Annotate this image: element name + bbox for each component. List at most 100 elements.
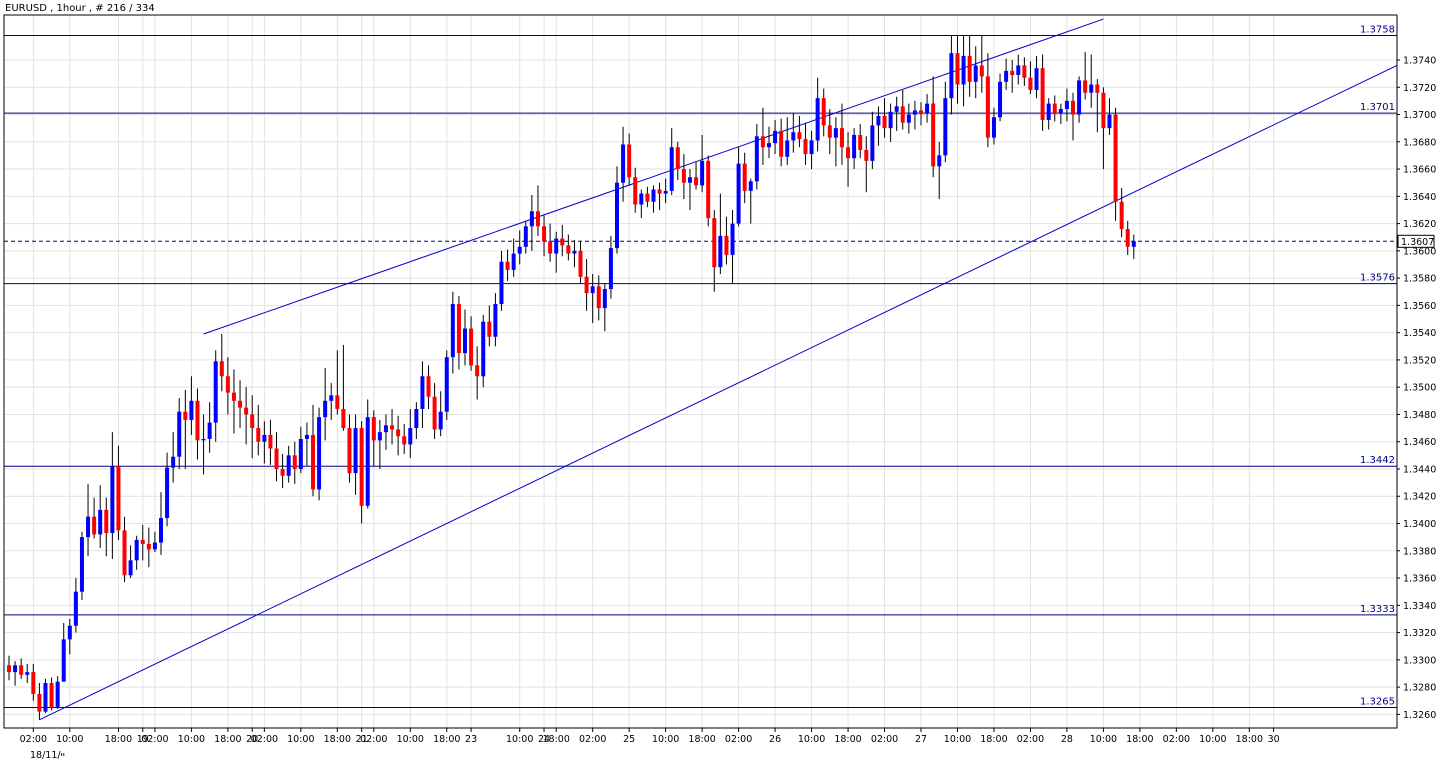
candle	[262, 421, 267, 464]
candle	[165, 452, 170, 527]
candle	[1016, 54, 1021, 85]
candle	[912, 100, 917, 130]
candle	[371, 410, 376, 467]
level-labels-layer: 1.3758 1.3701 1.3576 1.3442 1.3333 1.3265 1.36…	[1360, 24, 1435, 708]
candle	[991, 107, 996, 145]
candle	[122, 516, 127, 583]
candle	[231, 369, 236, 434]
candle-body-bull	[621, 144, 626, 183]
candle-body-bull	[189, 400, 194, 420]
candle-body-bear	[779, 130, 784, 157]
x-time-label: 10:00	[652, 734, 679, 745]
candle-body-bull	[1064, 100, 1069, 110]
candle	[323, 368, 328, 441]
candle	[870, 111, 875, 170]
candle-body-bull	[1077, 80, 1082, 115]
candle-body-bear	[292, 455, 297, 469]
candle-body-bear	[596, 286, 601, 309]
candle-body-bear	[432, 396, 437, 430]
candle-body-bull	[748, 181, 753, 191]
candle-body-bear	[821, 98, 826, 126]
candle	[432, 383, 437, 439]
x-time-label: 18:00	[688, 734, 715, 745]
x-time-label: 10:00	[1199, 734, 1226, 745]
candle-body-bear	[1101, 92, 1106, 129]
candle-body-bull	[304, 434, 309, 439]
candle-body-bear	[347, 428, 352, 474]
candle	[225, 357, 230, 415]
candle-body-bear	[858, 134, 863, 150]
candle-body-bull	[888, 111, 893, 129]
candle	[195, 388, 200, 460]
candle	[584, 259, 589, 311]
x-time-label: 18:00	[543, 734, 570, 745]
candle-body-bull	[43, 683, 48, 712]
candle	[402, 423, 407, 454]
candle-body-bear	[797, 132, 802, 140]
candle	[1125, 220, 1130, 255]
candle-body-bear	[1125, 229, 1130, 247]
candle-body-bear	[250, 414, 255, 429]
candle	[943, 81, 948, 163]
candle	[888, 103, 893, 142]
candle	[1089, 54, 1094, 108]
candle-body-bull	[110, 466, 115, 534]
candle	[49, 677, 54, 711]
candle-body-bear	[469, 328, 474, 366]
y-tick-label: 1.3380	[1403, 546, 1436, 557]
candle	[937, 141, 942, 200]
candle	[159, 492, 163, 555]
candle-body-bull	[159, 518, 163, 543]
candle	[499, 250, 504, 311]
candle-body-bear	[548, 241, 553, 254]
candle-body-bull	[1016, 65, 1021, 75]
candle	[621, 126, 626, 202]
level-label: 1.3576	[1360, 273, 1395, 284]
candle-body-bull	[438, 411, 443, 430]
x-time-label: 10:00	[798, 734, 825, 745]
candle-body-bear	[627, 144, 632, 178]
candle	[961, 35, 966, 107]
candle-body-bear	[219, 361, 224, 377]
candle-body-bull	[408, 428, 413, 445]
candle	[566, 234, 571, 261]
candle	[414, 402, 419, 439]
candle-body-bear	[311, 434, 315, 490]
candle	[760, 107, 765, 165]
level-label: 1.3265	[1360, 697, 1395, 708]
candle	[542, 215, 547, 257]
x-day-label: 21	[356, 734, 368, 745]
y-tick-label: 1.3620	[1403, 219, 1436, 230]
candle-body-bull	[833, 128, 838, 138]
level-label: 1.3758	[1360, 24, 1395, 35]
candle	[657, 182, 662, 210]
candle-body-bull	[499, 261, 504, 305]
candle-body-bear	[31, 672, 36, 694]
candle-body-bear	[985, 76, 990, 138]
x-time-label: 10:00	[1090, 734, 1117, 745]
x-time-label: 10:00	[178, 734, 205, 745]
x-day-label: 28	[1061, 734, 1073, 745]
candle-body-bull	[152, 542, 157, 550]
y-tick-label: 1.3500	[1403, 383, 1436, 394]
candle	[244, 387, 249, 445]
candle	[1077, 76, 1082, 123]
candle	[250, 395, 255, 459]
candle	[152, 531, 157, 553]
candle	[736, 147, 741, 227]
candle	[420, 361, 425, 429]
candle-body-bull	[61, 639, 66, 682]
candle	[1095, 79, 1100, 133]
candle-body-bear	[104, 509, 109, 534]
candle	[383, 414, 388, 450]
candle	[651, 185, 656, 213]
candle	[590, 274, 595, 324]
x-time-label: 02:00	[141, 734, 168, 745]
candle-body-bear	[390, 425, 395, 430]
candle-body-bear	[359, 428, 364, 506]
candle	[61, 623, 66, 682]
candle-body-bear	[49, 683, 54, 708]
candle	[572, 239, 577, 268]
